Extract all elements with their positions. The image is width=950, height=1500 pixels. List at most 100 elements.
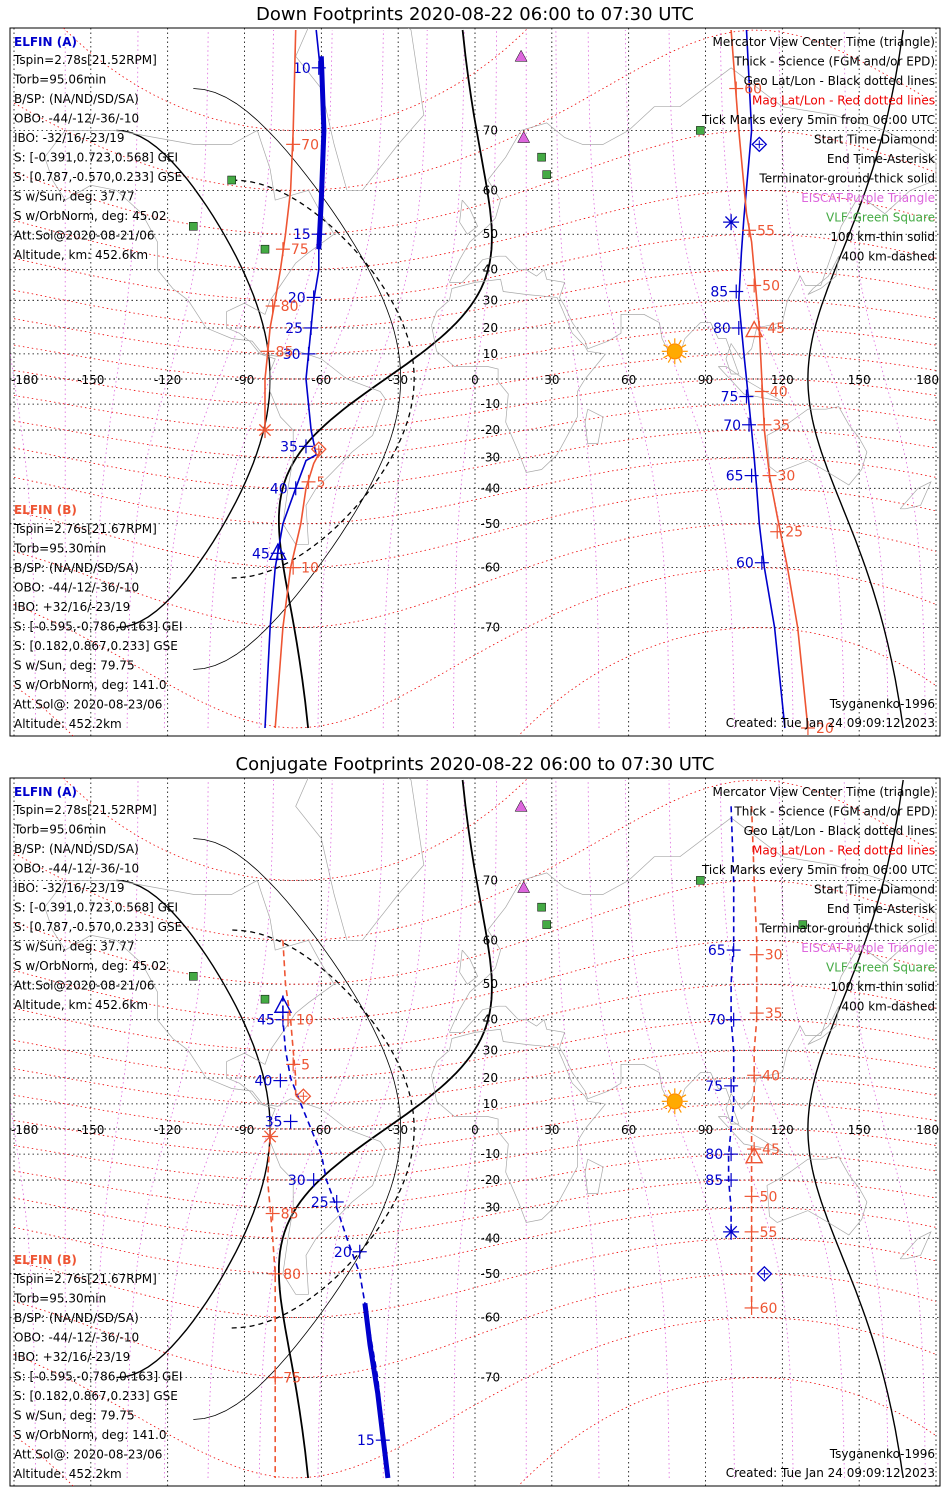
x-tick-label: 150 bbox=[848, 1123, 871, 1137]
mag-lon-line bbox=[778, 779, 889, 1479]
legend-entry: 100 km-thin solid bbox=[830, 980, 935, 994]
tick-label: 10 bbox=[301, 561, 319, 577]
tick-label: 70 bbox=[708, 1013, 726, 1029]
eiscat-triangle-icon bbox=[514, 799, 528, 812]
elfin-b-info-line: S w/Sun, deg: 79.75 bbox=[14, 659, 135, 673]
sun-ray bbox=[663, 1094, 669, 1098]
elfin-a-info-line: S: [0.787,-0.570,0.233] GSE bbox=[14, 170, 182, 184]
elfin-a-info-line: Torb=95.06min bbox=[13, 73, 106, 87]
elfin-b-info-line: Torb=95.30min bbox=[13, 542, 106, 556]
vlf-square-icon bbox=[189, 972, 198, 981]
vlf-square-icon bbox=[260, 244, 270, 254]
legend-entry: Tick Marks every 5min from 06:00 UTC bbox=[701, 863, 935, 877]
tick-label: 35 bbox=[765, 1006, 783, 1022]
center-triangle-icon bbox=[744, 320, 764, 338]
y-tick-label: -10 bbox=[481, 397, 501, 411]
chart-title: Conjugate Footprints 2020-08-22 06:00 to… bbox=[235, 754, 715, 775]
tick-label: 85 bbox=[276, 344, 294, 360]
tick-label: 45 bbox=[252, 546, 270, 562]
eiscat-triangle-icon bbox=[517, 881, 531, 893]
mag-lat-line bbox=[13, 29, 937, 191]
elfin-b-info-line: S: [-0.595,-0.786,0.163] GEI bbox=[14, 620, 182, 634]
vlf-square-icon bbox=[537, 902, 546, 912]
mag-lon-line bbox=[163, 779, 274, 1479]
x-tick-label: 60 bbox=[621, 373, 636, 387]
mag-lat-line bbox=[13, 378, 937, 431]
coastline bbox=[431, 1028, 607, 1223]
sun-ray bbox=[681, 1094, 687, 1098]
footprint-track-line bbox=[282, 940, 297, 1099]
tick-label: 65 bbox=[708, 943, 726, 959]
y-tick-label: 40 bbox=[483, 263, 498, 277]
legend-entry: Thick - Science (FGM and/or EPD) bbox=[733, 55, 935, 69]
y-tick-label: -60 bbox=[481, 1311, 501, 1325]
elfin-b-track: 70 75 80 85 5 10 60 55 50 45 40 35 30 25 20 bbox=[256, 29, 834, 736]
tick-label: 30 bbox=[288, 1173, 306, 1189]
tick-label: 85 bbox=[705, 1173, 723, 1189]
elfin-a-info-line: Altitude, km: 452.6km bbox=[14, 248, 148, 262]
coastline bbox=[766, 406, 868, 486]
elfin-b-header: ELFIN (B) bbox=[14, 503, 77, 517]
mag-lon-line bbox=[163, 29, 274, 729]
legend-entry: Geo Lat/Lon - Black dotted lines bbox=[744, 74, 935, 88]
elfin-b-info-line: S: [0.182,0.867,0.233] GSE bbox=[14, 1389, 178, 1403]
created-label: Created: Tue Jan 24 09:09:12 2023 bbox=[726, 716, 935, 730]
elfin-a-info-line: S w/OrbNorm, deg: 45.02 bbox=[14, 959, 166, 973]
elfin-a-info-line: Torb=95.06min bbox=[13, 823, 106, 837]
tick-label: 70 bbox=[723, 418, 741, 434]
legend-entry: EISCAT-Purple Triangle bbox=[801, 941, 935, 955]
terminator-line bbox=[278, 779, 493, 1479]
coastline bbox=[449, 67, 937, 375]
legend-entry: Mag Lat/Lon - Red dotted lines bbox=[752, 844, 935, 858]
elfin-a-info-line: B/SP: (NA/ND/SD/SA) bbox=[14, 842, 139, 856]
footprint-400km-line bbox=[231, 179, 415, 579]
tick-label: 40 bbox=[762, 1068, 780, 1084]
tick-label: 15 bbox=[357, 1433, 375, 1449]
elfin-b-info-line: S w/Sun, deg: 79.75 bbox=[14, 1409, 135, 1423]
elfin-b-info-line: B/SP: (NA/ND/SD/SA) bbox=[14, 1311, 139, 1325]
x-tick-label: -120 bbox=[154, 1123, 181, 1137]
tick-label: 20 bbox=[334, 1245, 352, 1261]
x-tick-label: 120 bbox=[771, 1123, 794, 1137]
mag-lon-line bbox=[94, 779, 139, 1479]
mag-lat-line bbox=[13, 1103, 937, 1155]
elfin-a-info-line: S: [0.787,-0.570,0.233] GSE bbox=[14, 920, 182, 934]
tick-label: 5 bbox=[301, 1057, 310, 1073]
coastline bbox=[899, 481, 932, 510]
tick-label: 75 bbox=[721, 390, 739, 406]
x-tick-label: -90 bbox=[235, 373, 255, 387]
footprint-track-line bbox=[737, 29, 786, 729]
tick-label: 65 bbox=[726, 469, 744, 485]
sun-icon bbox=[666, 343, 683, 360]
eiscat-triangle-icon bbox=[517, 131, 531, 143]
tick-label: 5 bbox=[317, 475, 326, 491]
footprint-400km-line bbox=[231, 929, 415, 1329]
mag-lat-line bbox=[13, 327, 937, 380]
mag-lat-line bbox=[13, 353, 937, 405]
coastline bbox=[899, 1231, 932, 1260]
y-tick-label: 70 bbox=[483, 123, 498, 137]
elfin-b-info-line: Tspin=2.76s[21.67RPM] bbox=[13, 1272, 157, 1286]
sun-ray bbox=[667, 1107, 672, 1113]
coastline bbox=[449, 817, 937, 1125]
tick-label: 40 bbox=[270, 481, 288, 497]
y-tick-label: 50 bbox=[483, 977, 498, 991]
vlf-square-icon bbox=[798, 920, 808, 929]
start-diamond-icon bbox=[310, 441, 327, 458]
mag-lat-line bbox=[13, 1237, 937, 1319]
y-tick-label: -20 bbox=[481, 423, 501, 437]
footprint-track-line bbox=[266, 1136, 276, 1478]
legend-entry: End Time-Asterisk bbox=[827, 902, 935, 916]
vlf-square-icon bbox=[260, 994, 270, 1004]
coastline bbox=[44, 879, 386, 1295]
start-diamond-icon bbox=[751, 136, 768, 153]
x-tick-label: 180 bbox=[916, 373, 939, 387]
y-tick-label: 10 bbox=[483, 1097, 498, 1111]
y-tick-label: -30 bbox=[481, 451, 501, 465]
y-tick-label: -10 bbox=[481, 1147, 501, 1161]
legend-entry: 400 km-dashed bbox=[841, 1000, 935, 1014]
vlf-square-icon bbox=[542, 170, 551, 179]
center-triangle-icon bbox=[273, 995, 293, 1013]
center-triangle-icon bbox=[268, 542, 287, 560]
legend-entry: Terminator-ground-thick solid bbox=[758, 172, 935, 186]
